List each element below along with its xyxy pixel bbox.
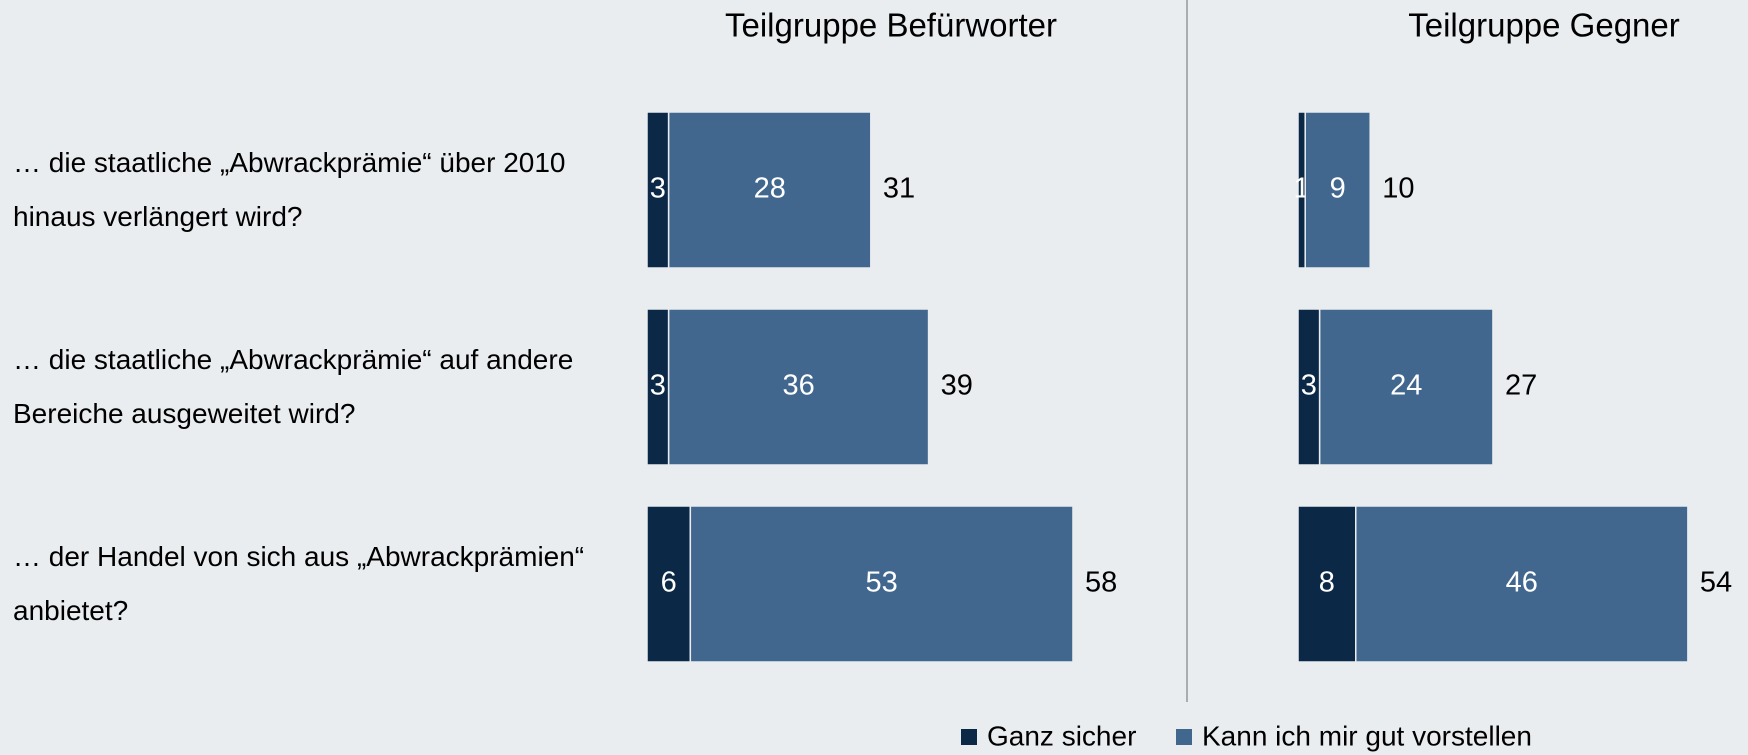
- segment-label: 9: [1330, 173, 1346, 205]
- legend-swatch: [961, 729, 977, 745]
- bar-segment: [1304, 111, 1371, 269]
- legend-label: Ganz sicher: [987, 720, 1136, 751]
- total-label: 54: [1700, 567, 1732, 599]
- total-label: 10: [1382, 173, 1414, 205]
- category-label: … die staatliche „Abwrackprämie“ über 20…: [13, 147, 566, 232]
- bar-segment: [1355, 505, 1689, 663]
- bar-segment: [667, 308, 930, 466]
- total-label: 39: [941, 370, 973, 402]
- segment-label: 3: [650, 370, 666, 402]
- segment-label: 24: [1390, 370, 1422, 402]
- legend-label: Kann ich mir gut vorstellen: [1202, 720, 1532, 751]
- panel-title: Teilgruppe Gegner: [1408, 7, 1680, 44]
- bar-segment: [667, 111, 872, 269]
- legend-swatch: [1176, 729, 1192, 745]
- total-label: 58: [1085, 567, 1117, 599]
- segment-label: 53: [866, 567, 898, 599]
- panel-title: Teilgruppe Befürworter: [725, 7, 1057, 44]
- total-label: 27: [1505, 370, 1537, 402]
- bar-segment: [689, 505, 1074, 663]
- segment-label: 36: [782, 370, 814, 402]
- total-label: 31: [883, 173, 915, 205]
- category-label: … der Handel von sich aus „Abwrackprämie…: [13, 541, 585, 626]
- segment-label: 6: [661, 567, 677, 599]
- category-label: … die staatliche „Abwrackprämie“ auf and…: [13, 344, 574, 429]
- segment-label: 46: [1506, 567, 1538, 599]
- segment-label: 3: [1301, 370, 1317, 402]
- segment-label: 3: [650, 173, 666, 205]
- bar-segment: [646, 505, 692, 663]
- segment-label: 28: [754, 173, 786, 205]
- bar-segment: [1318, 308, 1494, 466]
- segment-label: 8: [1319, 567, 1335, 599]
